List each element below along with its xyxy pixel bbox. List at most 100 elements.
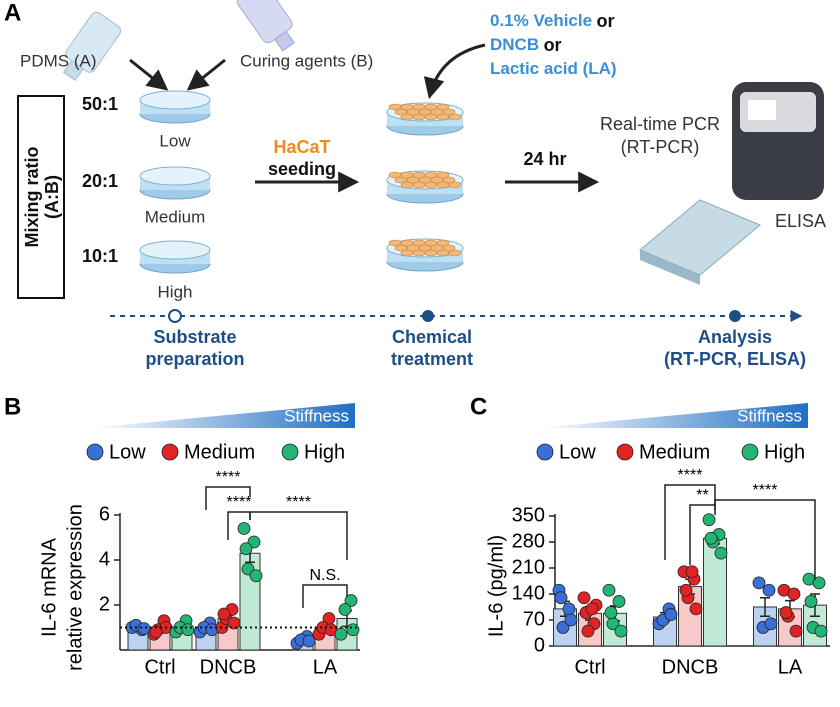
y-axis-label: IL-6 mRNA (38, 537, 60, 637)
duration: 24 hr (523, 149, 566, 169)
data-point (181, 623, 195, 637)
significance-bracket (664, 484, 716, 560)
data-point (344, 594, 358, 607)
legend-marker (741, 443, 759, 461)
treatment: DNCB or (490, 35, 562, 55)
data-point (227, 616, 241, 630)
data-point (714, 546, 728, 560)
significance-bracket (249, 511, 348, 560)
data-point (679, 583, 693, 597)
significance-bracket (302, 584, 348, 608)
ratio: 50:1 (82, 94, 118, 114)
legend-marker (161, 443, 179, 461)
timeline-label: Analysis (698, 327, 772, 347)
legend-marker (536, 443, 554, 461)
data-point (604, 606, 618, 619)
legend-label: High (764, 441, 805, 463)
legend-label: Low (109, 441, 146, 463)
legend-marker (281, 443, 299, 461)
timeline-label: Chemical (392, 327, 472, 347)
significance-bracket (714, 499, 816, 580)
data-point (789, 624, 803, 638)
legend-label: Medium (184, 441, 255, 463)
data-point (562, 602, 576, 616)
data-point (239, 542, 253, 556)
data-point (346, 623, 360, 637)
data-point (149, 625, 163, 639)
timeline-dot (168, 309, 182, 323)
significance-label: N.S. (309, 567, 340, 584)
conjunction: or (597, 11, 615, 31)
cell (436, 103, 450, 111)
cell (442, 244, 456, 252)
ratio-title: Mixing ratio (22, 146, 42, 247)
bottle (62, 11, 121, 81)
data-point (585, 602, 599, 616)
timeline-label: (RT-PCR, ELISA) (664, 349, 806, 369)
significance-label: ** (696, 487, 708, 504)
data-point (554, 591, 568, 605)
data-point (787, 587, 801, 601)
ratio: 10:1 (82, 246, 118, 266)
data-point (814, 624, 828, 638)
cell (436, 171, 450, 179)
data-point (689, 602, 703, 616)
y-axis-label: relative expression (64, 504, 86, 671)
data-point (249, 569, 263, 583)
legend-label: High (304, 441, 345, 463)
elisa-plate (639, 199, 761, 285)
legend-label: Low (559, 441, 596, 463)
significance-bracket (205, 486, 251, 510)
data-point (702, 513, 716, 527)
data-point (614, 624, 628, 638)
dish (139, 90, 211, 110)
stiffness-label: Stiffness (737, 406, 802, 425)
agent: Lactic acid (LA) (490, 59, 617, 78)
arrow (129, 58, 169, 91)
data-point (612, 595, 626, 608)
ratio-title: (A:B) (42, 175, 62, 219)
method: ELISA (775, 211, 826, 231)
cell (442, 108, 456, 116)
source-label: Curing agents (B) (240, 51, 373, 70)
data-point (704, 531, 718, 545)
y-axis-label: IL-6 (pg/ml) (485, 535, 507, 637)
significance-label: **** (286, 494, 311, 511)
stiffness-label: Stiffness (284, 406, 349, 425)
stiffness-level: High (158, 282, 193, 301)
error-bar (760, 596, 770, 618)
timeline-label: Substrate (153, 327, 236, 347)
y-tick-label: 70 (523, 608, 545, 630)
timeline-label: preparation (145, 349, 244, 369)
treatment: 0.1% Vehicle or (490, 11, 615, 31)
data-point (812, 576, 826, 590)
significance-label: **** (227, 494, 252, 511)
data-point (338, 603, 352, 616)
x-tick-label: DNCB (662, 656, 719, 678)
legend-marker (616, 443, 634, 461)
data-point (685, 565, 699, 579)
arrow (423, 43, 486, 100)
data-point (581, 624, 595, 638)
step-label: seeding (268, 159, 336, 179)
treatment: Lactic acid (LA) (490, 59, 617, 78)
panel-label: A (4, 0, 21, 26)
method: (RT-PCR) (621, 137, 700, 157)
stiffness-gradient (538, 403, 808, 428)
y-tick-label: 350 (512, 504, 545, 526)
data-point (564, 613, 578, 627)
x-tick-label: DNCB (200, 656, 257, 678)
dish (139, 166, 211, 186)
cell (448, 113, 462, 121)
stiffness-gradient (90, 403, 355, 428)
data-point (237, 522, 251, 535)
cell (448, 181, 462, 189)
conjunction: or (544, 35, 562, 55)
data-point (762, 583, 776, 597)
dish (139, 240, 211, 260)
y-tick-label: 280 (512, 530, 545, 552)
data-point (217, 607, 231, 621)
data-point (556, 621, 570, 634)
significance-label: **** (753, 482, 778, 499)
data-point (764, 617, 778, 631)
